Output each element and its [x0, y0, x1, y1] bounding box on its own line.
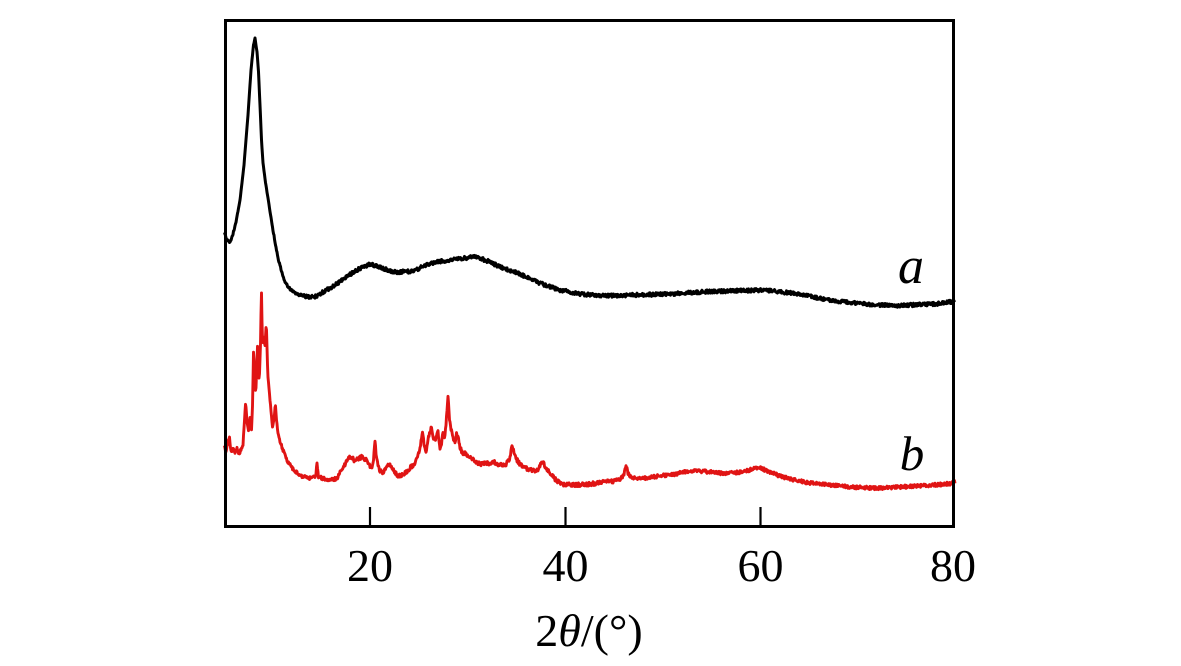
svg-text:2θ/(°): 2θ/(°) — [535, 605, 642, 656]
svg-text:80: 80 — [930, 540, 976, 591]
svg-text:b: b — [900, 426, 925, 481]
svg-text:20: 20 — [347, 540, 393, 591]
svg-text:a: a — [898, 238, 924, 295]
svg-text:60: 60 — [738, 540, 784, 591]
svg-text:40: 40 — [543, 540, 589, 591]
